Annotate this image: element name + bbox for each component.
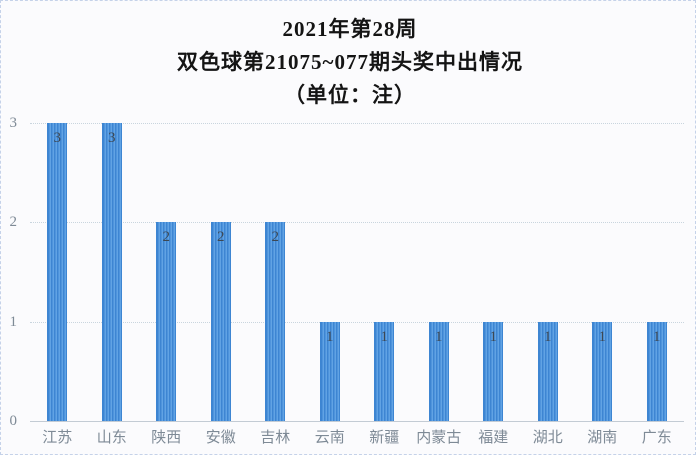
gridline-y-1: [30, 321, 684, 323]
y-tick-label-2: 2: [9, 214, 18, 231]
bar-新疆: 1: [374, 321, 395, 421]
bar-山东: 3: [101, 123, 122, 421]
bar-value-label-广东: 1: [653, 328, 661, 345]
bar-value-label-陕西: 2: [162, 229, 171, 246]
chart-title-line-1: 2021年第28周: [282, 17, 418, 41]
plot-area: 3 3 2 2 2 1 1 1 1 1 1 1: [30, 123, 684, 422]
bar-陕西: 2: [156, 222, 177, 421]
gridline-y-2: [30, 222, 684, 224]
bar-value-label-江苏: 3: [53, 130, 62, 146]
y-axis-labels: 0 1 2 3: [0, 115, 18, 429]
chart-title-line-3: （单位：注）: [284, 83, 416, 107]
bar-value-label-安徽: 2: [217, 229, 225, 246]
x-tick-label-新疆: 新疆: [369, 430, 400, 446]
x-tick-label-湖南: 湖南: [587, 430, 618, 446]
x-tick-label-广东: 广东: [641, 430, 672, 446]
x-tick-label-湖北: 湖北: [532, 430, 563, 446]
x-axis-labels: 江苏 山东 陕西 安徽 吉林 云南 新疆 内蒙古 福建 湖北 湖南 广东: [30, 428, 684, 448]
bar-湖南: 1: [592, 321, 613, 421]
bar-value-label-山东: 3: [108, 130, 116, 146]
bar-value-label-吉林: 2: [271, 229, 280, 246]
x-tick-label-安徽: 安徽: [205, 430, 236, 446]
x-axis-line: [30, 421, 684, 422]
gridline-y-3: [30, 123, 684, 124]
bar-内蒙古: 1: [428, 321, 449, 421]
bar-福建: 1: [483, 321, 504, 421]
x-tick-label-内蒙古: 内蒙古: [416, 430, 462, 446]
x-tick-label-山东: 山东: [96, 430, 127, 446]
y-tick-label-0: 0: [9, 413, 18, 429]
x-tick-label-江苏: 江苏: [42, 430, 73, 446]
bar-安徽: 2: [210, 222, 231, 421]
bar-value-label-云南: 1: [326, 328, 334, 345]
chart-title-line-2: 双色球第21075~077期头奖中出情况: [177, 50, 523, 74]
x-tick-label-福建: 福建: [478, 430, 509, 446]
bar-value-label-福建: 1: [489, 328, 498, 345]
bar-云南: 1: [319, 321, 340, 421]
bar-江苏: 3: [47, 123, 68, 421]
chart-title: 2021年第28周 双色球第21075~077期头奖中出情况 （单位：注）: [0, 13, 700, 112]
bar-value-label-湖北: 1: [544, 328, 552, 345]
bar-湖北: 1: [537, 321, 558, 421]
y-tick-label-1: 1: [9, 313, 18, 330]
x-tick-label-陕西: 陕西: [151, 430, 182, 446]
bar-value-label-内蒙古: 1: [435, 328, 443, 345]
bar-value-label-新疆: 1: [380, 328, 389, 345]
y-tick-label-3: 3: [9, 115, 18, 131]
x-tick-label-吉林: 吉林: [260, 430, 291, 446]
bar-广东: 1: [646, 321, 667, 421]
bar-value-label-湖南: 1: [598, 328, 607, 345]
bar-吉林: 2: [265, 222, 286, 421]
x-tick-label-云南: 云南: [314, 430, 345, 446]
